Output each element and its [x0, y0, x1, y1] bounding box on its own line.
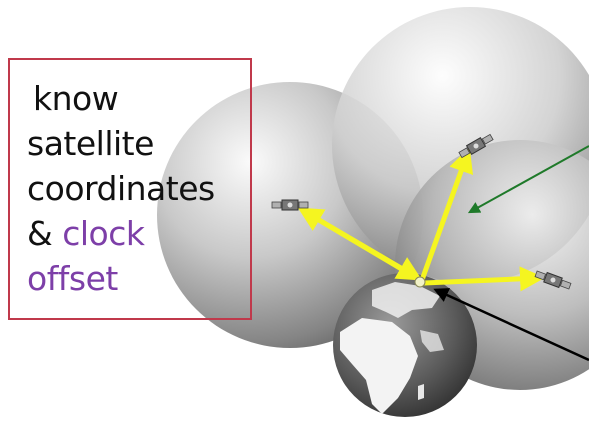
- caption-line-satellite: satellite: [27, 124, 154, 163]
- caption-box: [8, 58, 252, 320]
- caption-ampersand: &: [27, 214, 63, 253]
- green-vector: [467, 145, 589, 214]
- caption-accent-offset: offset: [27, 259, 118, 298]
- black-vector: [433, 288, 589, 362]
- caption-text: know satellite coordinates & clock offse…: [27, 76, 215, 301]
- range-vector-right: [423, 266, 545, 292]
- satellite-icon: [271, 199, 309, 211]
- caption-line-know: know: [33, 79, 119, 118]
- caption-line-coordinates: coordinates: [27, 169, 215, 208]
- satellite-icon: [534, 270, 572, 290]
- range-vector-top: [419, 147, 473, 281]
- satellite-icon: [458, 133, 494, 159]
- receiver-point-icon: [414, 276, 426, 288]
- caption-line-clock: & clock: [27, 211, 215, 256]
- caption-accent-clock: clock: [62, 214, 145, 253]
- range-vector-left-return: [300, 207, 423, 281]
- earth-globe-icon: [333, 273, 477, 417]
